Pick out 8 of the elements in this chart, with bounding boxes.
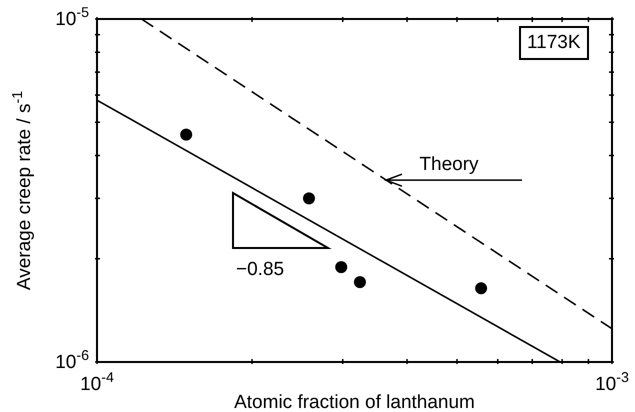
x-axis-title: Atomic fraction of lanthanum xyxy=(234,392,475,412)
y-tick-label: 10$^{-6}$ xyxy=(55,348,90,373)
x-tick-label: 10$^{-3}$ xyxy=(595,370,629,395)
y-tick-label: 10$^{-5}$ xyxy=(55,5,90,30)
annotation: 1173K xyxy=(519,26,589,60)
annotation: −0.85 xyxy=(236,258,284,282)
x-tick-label: 10$^{-4}$ xyxy=(80,370,114,395)
annotation: Theory xyxy=(419,154,480,176)
